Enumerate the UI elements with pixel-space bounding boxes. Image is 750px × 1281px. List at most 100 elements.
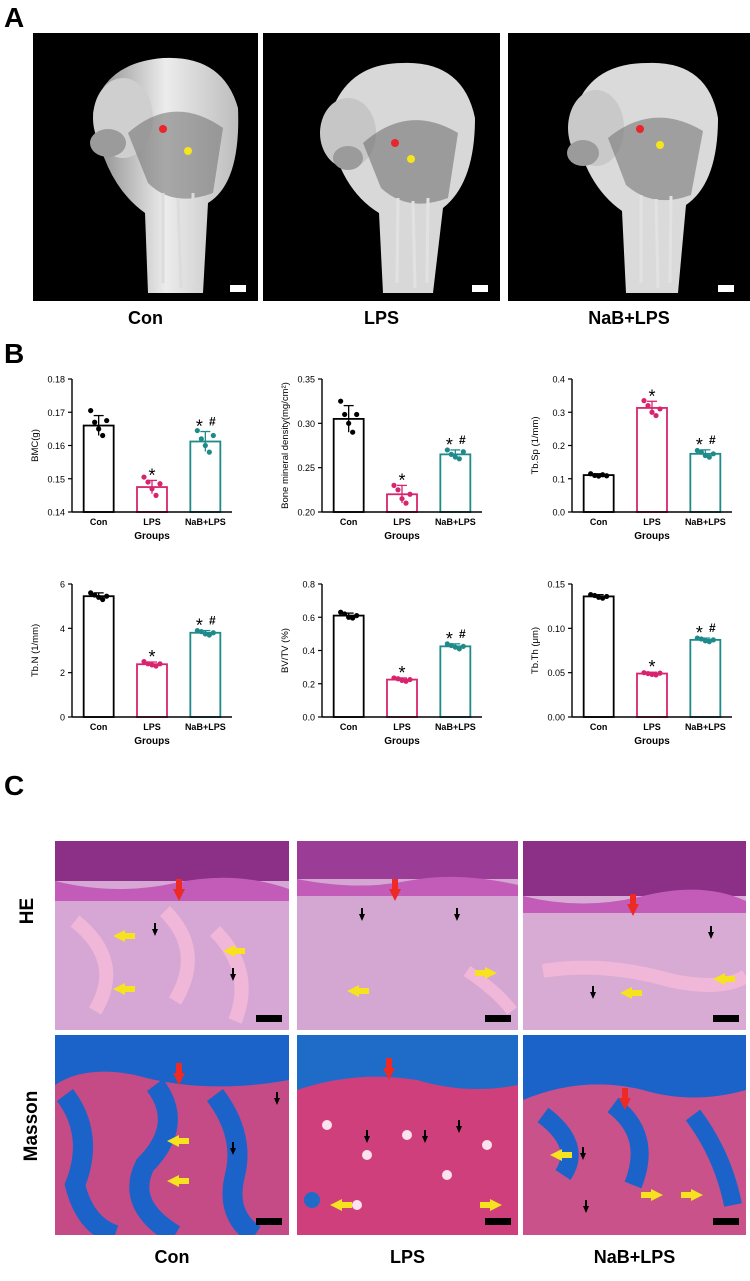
caption-c-con: Con [154,1247,190,1267]
x-tick-label: NaB+LPS [435,517,476,527]
bar-con [82,595,115,718]
data-point [592,472,598,479]
caption-c-nab-lps: NaB+LPS [593,1247,676,1267]
data-point [391,482,397,488]
data-point [100,432,106,439]
y-tick-label: 0.25 [297,463,315,473]
data-point [456,456,462,462]
y-tick-label: 0.0 [552,508,565,518]
data-point [145,661,151,667]
masson-nab-lps-image [523,1035,746,1235]
data-point [206,449,212,455]
data-point [698,449,704,455]
chart-svg: 0.0 0.1 0.2 0.3 0.4 Tb.Sp (1/mm) Con LPS * NaB+LP… [530,375,732,542]
microct-nab-lps-image [508,33,750,301]
data-point [92,592,98,598]
significance-hash: # [209,614,216,628]
chart-svg: 0.00 0.05 0.10 0.15 Tb.Th (μm) Con LPS * NaB+LPS… [530,580,732,747]
data-point [149,486,155,492]
y-tick-label: 2 [60,668,65,678]
tb-n-chart: 0 2 4 6 Tb.N (1/mm) Con LPS * NaB+LPS * # Groups [0,560,250,760]
significance-star: * [148,647,155,667]
masson-con-image [55,1035,289,1235]
data-point [350,429,356,435]
data-point [657,406,663,412]
x-tick-label: NaB+LPS [435,722,476,732]
caption-nab-lps: NaB+LPS [588,308,670,328]
y-tick-label: 6 [60,580,65,590]
data-point [153,663,159,669]
data-point [403,500,409,506]
data-point [444,641,450,647]
significance-hash: # [709,621,716,635]
y-tick-label: 0.14 [47,508,65,518]
microct-con-image [33,33,258,301]
bmc-chart: 0.14 0.15 0.16 0.17 0.18 BMC(g) Con LPS * NaB+LPS… [0,355,250,555]
data-point [452,644,458,650]
y-tick-label: 0.18 [47,375,65,385]
y-tick-label: 0.3 [552,408,565,418]
data-point [604,593,610,600]
y-tick-label: 0.35 [297,375,315,385]
caption-c-lps: LPS [389,1247,425,1267]
y-axis-label: Tb.Sp (1/mm) [530,416,541,474]
data-point [354,612,360,619]
significance-hash: # [459,433,466,447]
row-label-he: HE [17,897,38,925]
chart-svg: 0.14 0.15 0.16 0.17 0.18 BMC(g) Con LPS * NaB+LPS… [30,375,232,542]
data-point [104,417,110,424]
data-point [649,409,655,415]
y-tick-label: 0.30 [297,419,315,429]
data-point [342,611,348,617]
he-lps-image [297,841,518,1030]
x-axis-label: Groups [134,531,170,542]
data-point [338,398,344,404]
significance-star: * [696,435,703,455]
data-point [346,614,352,620]
data-point [92,419,98,425]
data-point [452,454,458,460]
data-point [600,472,606,478]
bar-con [332,614,365,718]
data-point [444,447,450,453]
x-tick-label: Con [340,722,358,732]
data-point [448,642,454,649]
y-axis-label: Bone mineral density(mg/cm²) [280,382,291,509]
significance-hash: # [709,433,716,447]
tb-sp-chart: 0.0 0.1 0.2 0.3 0.4 Tb.Sp (1/mm) Con LPS * NaB+LP… [500,355,750,555]
x-tick-label: Con [340,517,358,527]
data-point [456,646,462,652]
significance-star: * [648,386,655,406]
y-tick-label: 0 [60,713,65,723]
y-tick-label: 0.1 [552,474,565,484]
data-point [649,671,655,678]
data-point [350,615,356,621]
data-point [698,636,704,642]
significance-star: * [696,623,703,643]
y-tick-label: 0.16 [47,441,65,451]
data-point [96,594,102,600]
he-nab-lps-image [523,841,746,1030]
x-tick-label: NaB+LPS [185,517,226,527]
significance-hash: # [209,415,216,429]
data-point [653,412,659,419]
data-point [604,473,610,479]
data-point [592,592,598,599]
data-point [354,411,360,418]
data-point [88,590,94,596]
bv-tv-chart: 0.0 0.2 0.4 0.6 0.8 BV/TV (%) Con LPS * NaB+LPS * #… [250,560,500,760]
y-tick-label: 0.20 [297,508,315,518]
y-tick-label: 0.00 [547,713,565,723]
bar-nab-lps [189,631,222,718]
data-point [194,627,200,634]
x-tick-label: LPS [643,517,661,527]
x-tick-label: NaB+LPS [685,722,726,732]
chart-svg: 0.20 0.25 0.30 0.35 Bone mineral density(mg/… [280,375,482,542]
x-axis-label: Groups [634,531,670,542]
x-tick-label: Con [90,517,108,527]
x-axis-label: Groups [384,736,420,747]
data-point [399,496,405,502]
data-point [149,662,155,668]
y-tick-label: 0.17 [47,408,65,418]
x-tick-label: Con [90,722,108,732]
